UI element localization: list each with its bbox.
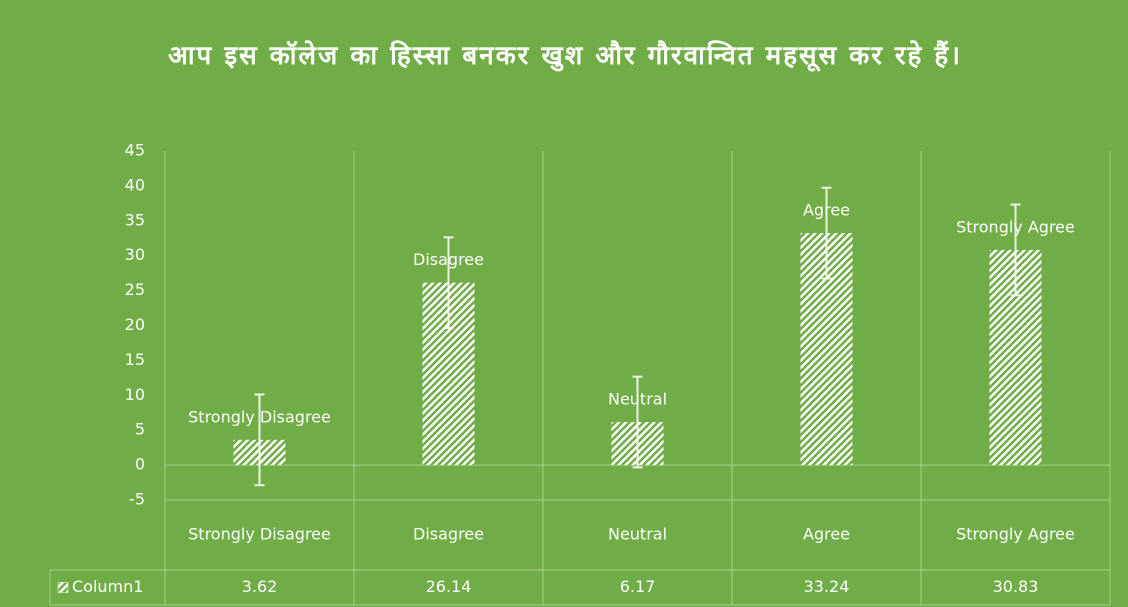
y-tick-label: 25 — [125, 280, 145, 299]
table-value: 30.83 — [993, 577, 1039, 596]
y-tick-label: 45 — [125, 141, 145, 160]
y-tick-label: 0 — [135, 455, 145, 474]
error-bar — [254, 393, 265, 487]
y-tick-label: 10 — [125, 385, 145, 404]
legend-key — [57, 582, 69, 593]
error-bar — [821, 186, 832, 280]
y-tick-label: -5 — [129, 490, 145, 509]
x-tick-label: Strongly Agree — [956, 525, 1075, 544]
y-tick-label: 40 — [125, 175, 145, 194]
table-value: 26.14 — [426, 577, 472, 596]
data-label: Strongly Disagree — [188, 407, 331, 426]
data-label: Strongly Agree — [956, 217, 1075, 236]
y-tick-label: 30 — [125, 245, 145, 264]
y-tick-label: 15 — [125, 350, 145, 369]
table-value: 33.24 — [804, 577, 850, 596]
data-label: Agree — [803, 201, 850, 220]
error-bar — [1010, 203, 1021, 297]
y-tick-label: 35 — [125, 210, 145, 229]
error-bar — [443, 236, 454, 330]
y-tick-label: 5 — [135, 420, 145, 439]
x-tick-label: Strongly Disagree — [188, 525, 331, 544]
data-label: Neutral — [608, 390, 667, 409]
data-label: Disagree — [413, 250, 484, 269]
x-tick-label: Neutral — [608, 525, 667, 544]
y-tick-label: 20 — [125, 315, 145, 334]
x-tick-label: Agree — [803, 525, 850, 544]
legend-label: Column1 — [72, 577, 143, 596]
chart-title: आप इस कॉलेज का हिस्सा बनकर खुश और गौरवान… — [167, 41, 963, 71]
x-tick-label: Disagree — [413, 525, 484, 544]
error-bar — [632, 375, 643, 469]
table-value: 3.62 — [242, 577, 278, 596]
table-value: 6.17 — [620, 577, 656, 596]
